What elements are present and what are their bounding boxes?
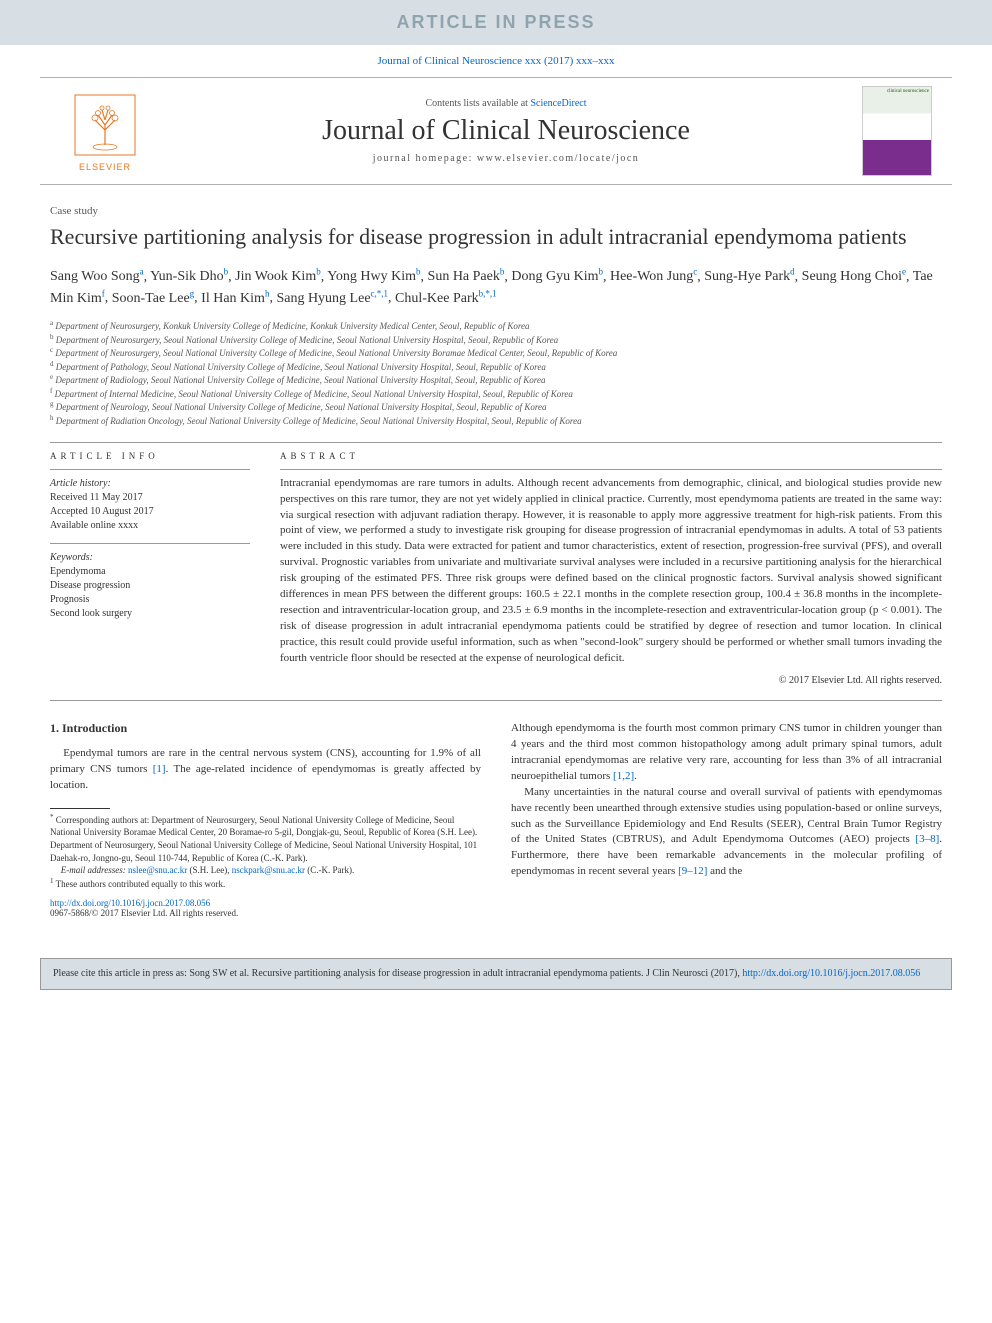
affiliation: h Department of Radiation Oncology, Seou… — [50, 414, 942, 428]
accepted-date: Accepted 10 August 2017 — [50, 505, 250, 519]
elsevier-logo[interactable]: ELSEVIER — [60, 90, 150, 172]
keywords-label: Keywords: — [50, 552, 250, 563]
elsevier-logo-text: ELSEVIER — [60, 162, 150, 172]
introduction-section: 1. Introduction Ependymal tumors are rar… — [50, 721, 942, 918]
doi-link[interactable]: http://dx.doi.org/10.1016/j.jocn.2017.08… — [50, 898, 210, 908]
citation-link[interactable]: [9–12] — [678, 865, 707, 877]
abstract-text: Intracranial ependymomas are rare tumors… — [280, 476, 942, 667]
equal-contribution-footnote: 1 These authors contributed equally to t… — [50, 877, 481, 891]
citation-doi-link[interactable]: http://dx.doi.org/10.1016/j.jocn.2017.08… — [742, 968, 920, 979]
author: Dong Gyu Kimb — [511, 269, 603, 284]
abstract-block: ABSTRACT Intracranial ependymomas are ra… — [280, 451, 942, 686]
email-link[interactable]: nsckpark@snu.ac.kr — [232, 865, 305, 875]
citation-box: Please cite this article in press as: So… — [40, 958, 952, 990]
abstract-copyright: © 2017 Elsevier Ltd. All rights reserved… — [280, 675, 942, 686]
author: Hee-Won Jungc — [610, 269, 697, 284]
footnotes-block: * Corresponding authors at: Department o… — [50, 813, 481, 891]
section-divider — [50, 442, 942, 443]
email-link[interactable]: nslee@snu.ac.kr — [128, 865, 187, 875]
affiliation: a Department of Neurosurgery, Konkuk Uni… — [50, 319, 942, 333]
affiliation: g Department of Neurology, Seoul Nationa… — [50, 400, 942, 414]
author: Soon-Tae Leeg — [112, 291, 194, 306]
journal-reference-row: Journal of Clinical Neuroscience xxx (20… — [0, 45, 992, 77]
affiliation: d Department of Pathology, Seoul Nationa… — [50, 360, 942, 374]
issn-copyright: 0967-5868/© 2017 Elsevier Ltd. All right… — [50, 908, 238, 918]
author: Sun Ha Paekb — [428, 269, 505, 284]
intro-paragraph-1: Ependymal tumors are rare in the central… — [50, 746, 481, 794]
corresponding-author-footnote: * Corresponding authors at: Department o… — [50, 813, 481, 864]
affiliation: c Department of Neurosurgery, Seoul Nati… — [50, 346, 942, 360]
author: Sang Woo Songa — [50, 269, 144, 284]
journal-title: Journal of Clinical Neuroscience — [150, 115, 862, 147]
author-list: Sang Woo Songa, Yun-Sik Dhob, Jin Wook K… — [50, 266, 942, 309]
email-footnote: E-mail addresses: nslee@snu.ac.kr (S.H. … — [50, 864, 481, 877]
intro-paragraph-2: Although ependymoma is the fourth most c… — [511, 721, 942, 785]
author: Il Han Kimh — [201, 291, 269, 306]
article-title: Recursive partitioning analysis for dise… — [50, 223, 942, 252]
sciencedirect-link[interactable]: ScienceDirect — [530, 98, 586, 109]
article-info-heading: ARTICLE INFO — [50, 451, 250, 461]
article-type-label: Case study — [50, 205, 942, 217]
author: Chul-Kee Parkb,*,1 — [395, 291, 497, 306]
article-history-label: Article history: — [50, 478, 250, 489]
keyword: Disease progression — [50, 579, 250, 593]
doi-block: http://dx.doi.org/10.1016/j.jocn.2017.08… — [50, 898, 481, 918]
affiliation: f Department of Internal Medicine, Seoul… — [50, 387, 942, 401]
citation-link[interactable]: [1,2] — [613, 770, 634, 782]
section-divider — [50, 700, 942, 701]
keyword: Ependymoma — [50, 565, 250, 579]
received-date: Received 11 May 2017 — [50, 491, 250, 505]
author: Yun-Sik Dhob — [150, 269, 228, 284]
online-date: Available online xxxx — [50, 519, 250, 533]
keyword: Prognosis — [50, 593, 250, 607]
journal-reference-link[interactable]: Journal of Clinical Neuroscience xxx (20… — [377, 55, 614, 67]
affiliation: e Department of Radiology, Seoul Nationa… — [50, 373, 942, 387]
contents-available-line: Contents lists available at ScienceDirec… — [150, 98, 862, 109]
introduction-heading: 1. Introduction — [50, 721, 481, 736]
intro-paragraph-3: Many uncertainties in the natural course… — [511, 785, 942, 881]
affiliation: b Department of Neurosurgery, Seoul Nati… — [50, 333, 942, 347]
journal-homepage-url[interactable]: www.elsevier.com/locate/jocn — [477, 153, 639, 164]
keyword: Second look surgery — [50, 607, 250, 621]
author: Sung-Hye Parkd — [704, 269, 794, 284]
citation-link[interactable]: [1] — [153, 763, 166, 775]
article-in-press-banner: ARTICLE IN PRESS — [0, 0, 992, 45]
author: Seung Hong Choie — [802, 269, 906, 284]
journal-header: ELSEVIER Contents lists available at Sci… — [40, 77, 952, 185]
journal-cover-thumbnail[interactable]: clinical neuroscience — [862, 86, 932, 176]
article-info-block: ARTICLE INFO Article history: Received 1… — [50, 451, 250, 686]
author: Sang Hyung Leec,*,1 — [276, 291, 388, 306]
author: Yong Hwy Kimb — [327, 269, 420, 284]
footnote-divider — [50, 808, 110, 809]
affiliation-list: a Department of Neurosurgery, Konkuk Uni… — [50, 319, 942, 428]
elsevier-tree-icon — [70, 90, 140, 160]
abstract-heading: ABSTRACT — [280, 451, 942, 461]
author: Jin Wook Kimb — [235, 269, 321, 284]
journal-homepage-line: journal homepage: www.elsevier.com/locat… — [150, 153, 862, 164]
citation-link[interactable]: [3–8] — [915, 833, 939, 845]
